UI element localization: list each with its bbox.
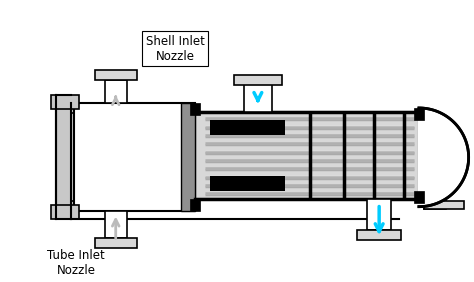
Bar — [190, 103, 200, 115]
Bar — [182, 103, 195, 211]
Bar — [210, 120, 285, 135]
Bar — [234, 75, 282, 85]
Bar — [71, 103, 195, 211]
Bar — [424, 201, 464, 209]
Bar — [95, 70, 137, 80]
Bar — [105, 211, 127, 238]
Bar — [195, 112, 419, 199]
Bar — [95, 238, 137, 248]
Bar — [56, 105, 74, 209]
Polygon shape — [419, 108, 469, 207]
Bar — [51, 95, 79, 109]
Bar — [51, 205, 79, 219]
Text: Tube Inlet
Nozzle: Tube Inlet Nozzle — [47, 249, 105, 277]
Bar — [105, 80, 127, 103]
Bar — [414, 108, 424, 120]
Bar — [367, 199, 391, 230]
Bar — [190, 199, 200, 211]
Bar — [210, 176, 285, 191]
Bar — [424, 199, 446, 209]
Text: Shell Inlet
Nozzle: Shell Inlet Nozzle — [146, 35, 205, 63]
Bar — [244, 80, 272, 112]
Bar — [357, 230, 401, 240]
Bar — [414, 191, 424, 203]
